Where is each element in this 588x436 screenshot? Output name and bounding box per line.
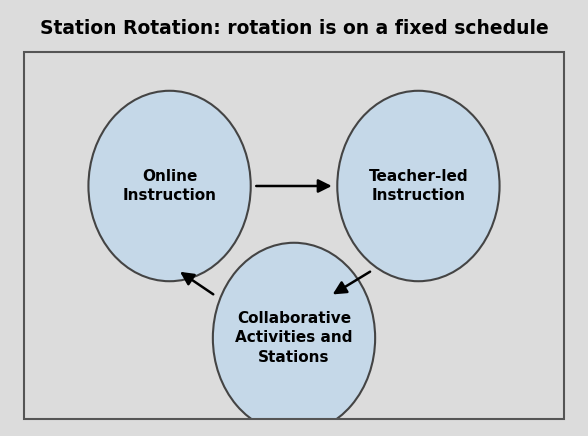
Ellipse shape (88, 91, 250, 281)
Text: Station Rotation: rotation is on a fixed schedule: Station Rotation: rotation is on a fixed… (39, 19, 549, 37)
Text: Collaborative
Activities and
Stations: Collaborative Activities and Stations (235, 311, 353, 365)
Text: Teacher-led
Instruction: Teacher-led Instruction (369, 169, 468, 204)
Text: Online
Instruction: Online Instruction (122, 169, 216, 204)
Ellipse shape (338, 91, 500, 281)
Ellipse shape (213, 243, 375, 433)
